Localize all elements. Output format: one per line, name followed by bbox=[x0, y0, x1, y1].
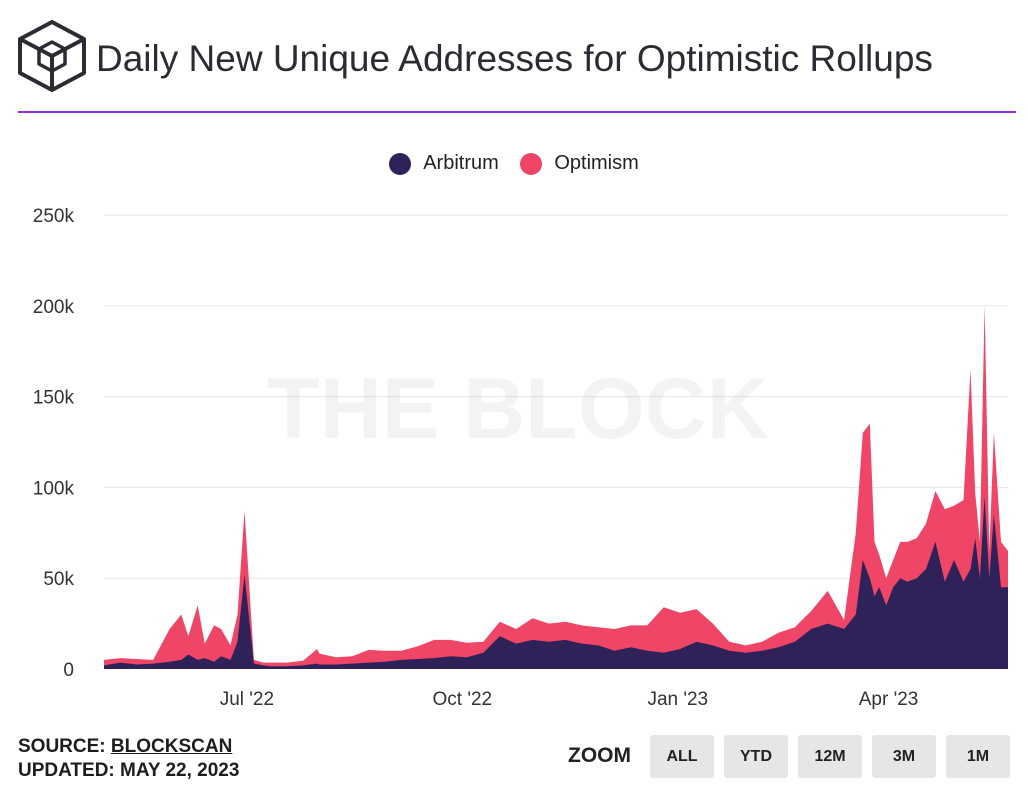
zoom-12m-button[interactable]: 12M bbox=[798, 735, 862, 778]
zoom-3m-button[interactable]: 3M bbox=[872, 735, 936, 778]
zoom-1m-button[interactable]: 1M bbox=[946, 735, 1010, 778]
legend-item-arbitrum[interactable]: Arbitrum bbox=[389, 152, 499, 175]
title-divider bbox=[18, 111, 1016, 113]
legend-label-optimism: Optimism bbox=[554, 152, 639, 174]
source-prefix: SOURCE: bbox=[18, 736, 106, 757]
source-link[interactable]: BLOCKSCAN bbox=[110, 736, 233, 757]
x-axis: Jul '22 Oct '22 Jan '23 Apr '23 bbox=[220, 689, 919, 710]
x-tick-label: Jan '23 bbox=[647, 689, 708, 710]
legend-marker-optimism bbox=[520, 152, 543, 175]
y-tick-label: 200k bbox=[33, 297, 75, 318]
y-tick-label: 250k bbox=[33, 206, 75, 227]
chart-title: Daily New Unique Addresses for Optimisti… bbox=[96, 38, 933, 79]
zoom-ytd-button[interactable]: YTD bbox=[724, 735, 788, 778]
y-tick-label: 150k bbox=[33, 388, 75, 409]
x-tick-label: Apr '23 bbox=[859, 689, 919, 710]
updated-line: UPDATED: MAY 22, 2023 bbox=[18, 760, 240, 781]
legend-marker-arbitrum bbox=[389, 152, 412, 175]
legend-item-optimism[interactable]: Optimism bbox=[520, 152, 639, 175]
y-tick-label: 100k bbox=[33, 478, 75, 499]
x-tick-label: Jul '22 bbox=[220, 689, 274, 710]
series-area-arbitrum bbox=[104, 496, 1008, 669]
stacked-area-chart: THE BLOCK 0 50k 100k 150k 200k 250k Jul '22 Oc… bbox=[33, 206, 1008, 710]
the-block-cube-logo-icon bbox=[18, 20, 86, 92]
y-axis: 0 50k 100k 150k 200k 250k bbox=[33, 206, 75, 681]
y-tick-label: 50k bbox=[43, 569, 74, 590]
source-line: SOURCE: BLOCKSCAN bbox=[18, 735, 239, 759]
source-info: SOURCE: BLOCKSCAN UPDATED: MAY 22, 2023 bbox=[18, 735, 239, 783]
chart-areas bbox=[104, 305, 1008, 669]
x-tick-label: Oct '22 bbox=[433, 689, 493, 710]
y-tick-label: 0 bbox=[63, 660, 74, 681]
chart-header: Daily New Unique Addresses for Optimisti… bbox=[18, 20, 1016, 114]
watermark: THE BLOCK bbox=[267, 361, 769, 457]
chart-legend: Arbitrum Optimism bbox=[0, 152, 1028, 181]
legend-label-arbitrum: Arbitrum bbox=[423, 152, 499, 174]
zoom-all-button[interactable]: ALL bbox=[650, 735, 714, 778]
zoom-label: ZOOM bbox=[568, 744, 631, 767]
